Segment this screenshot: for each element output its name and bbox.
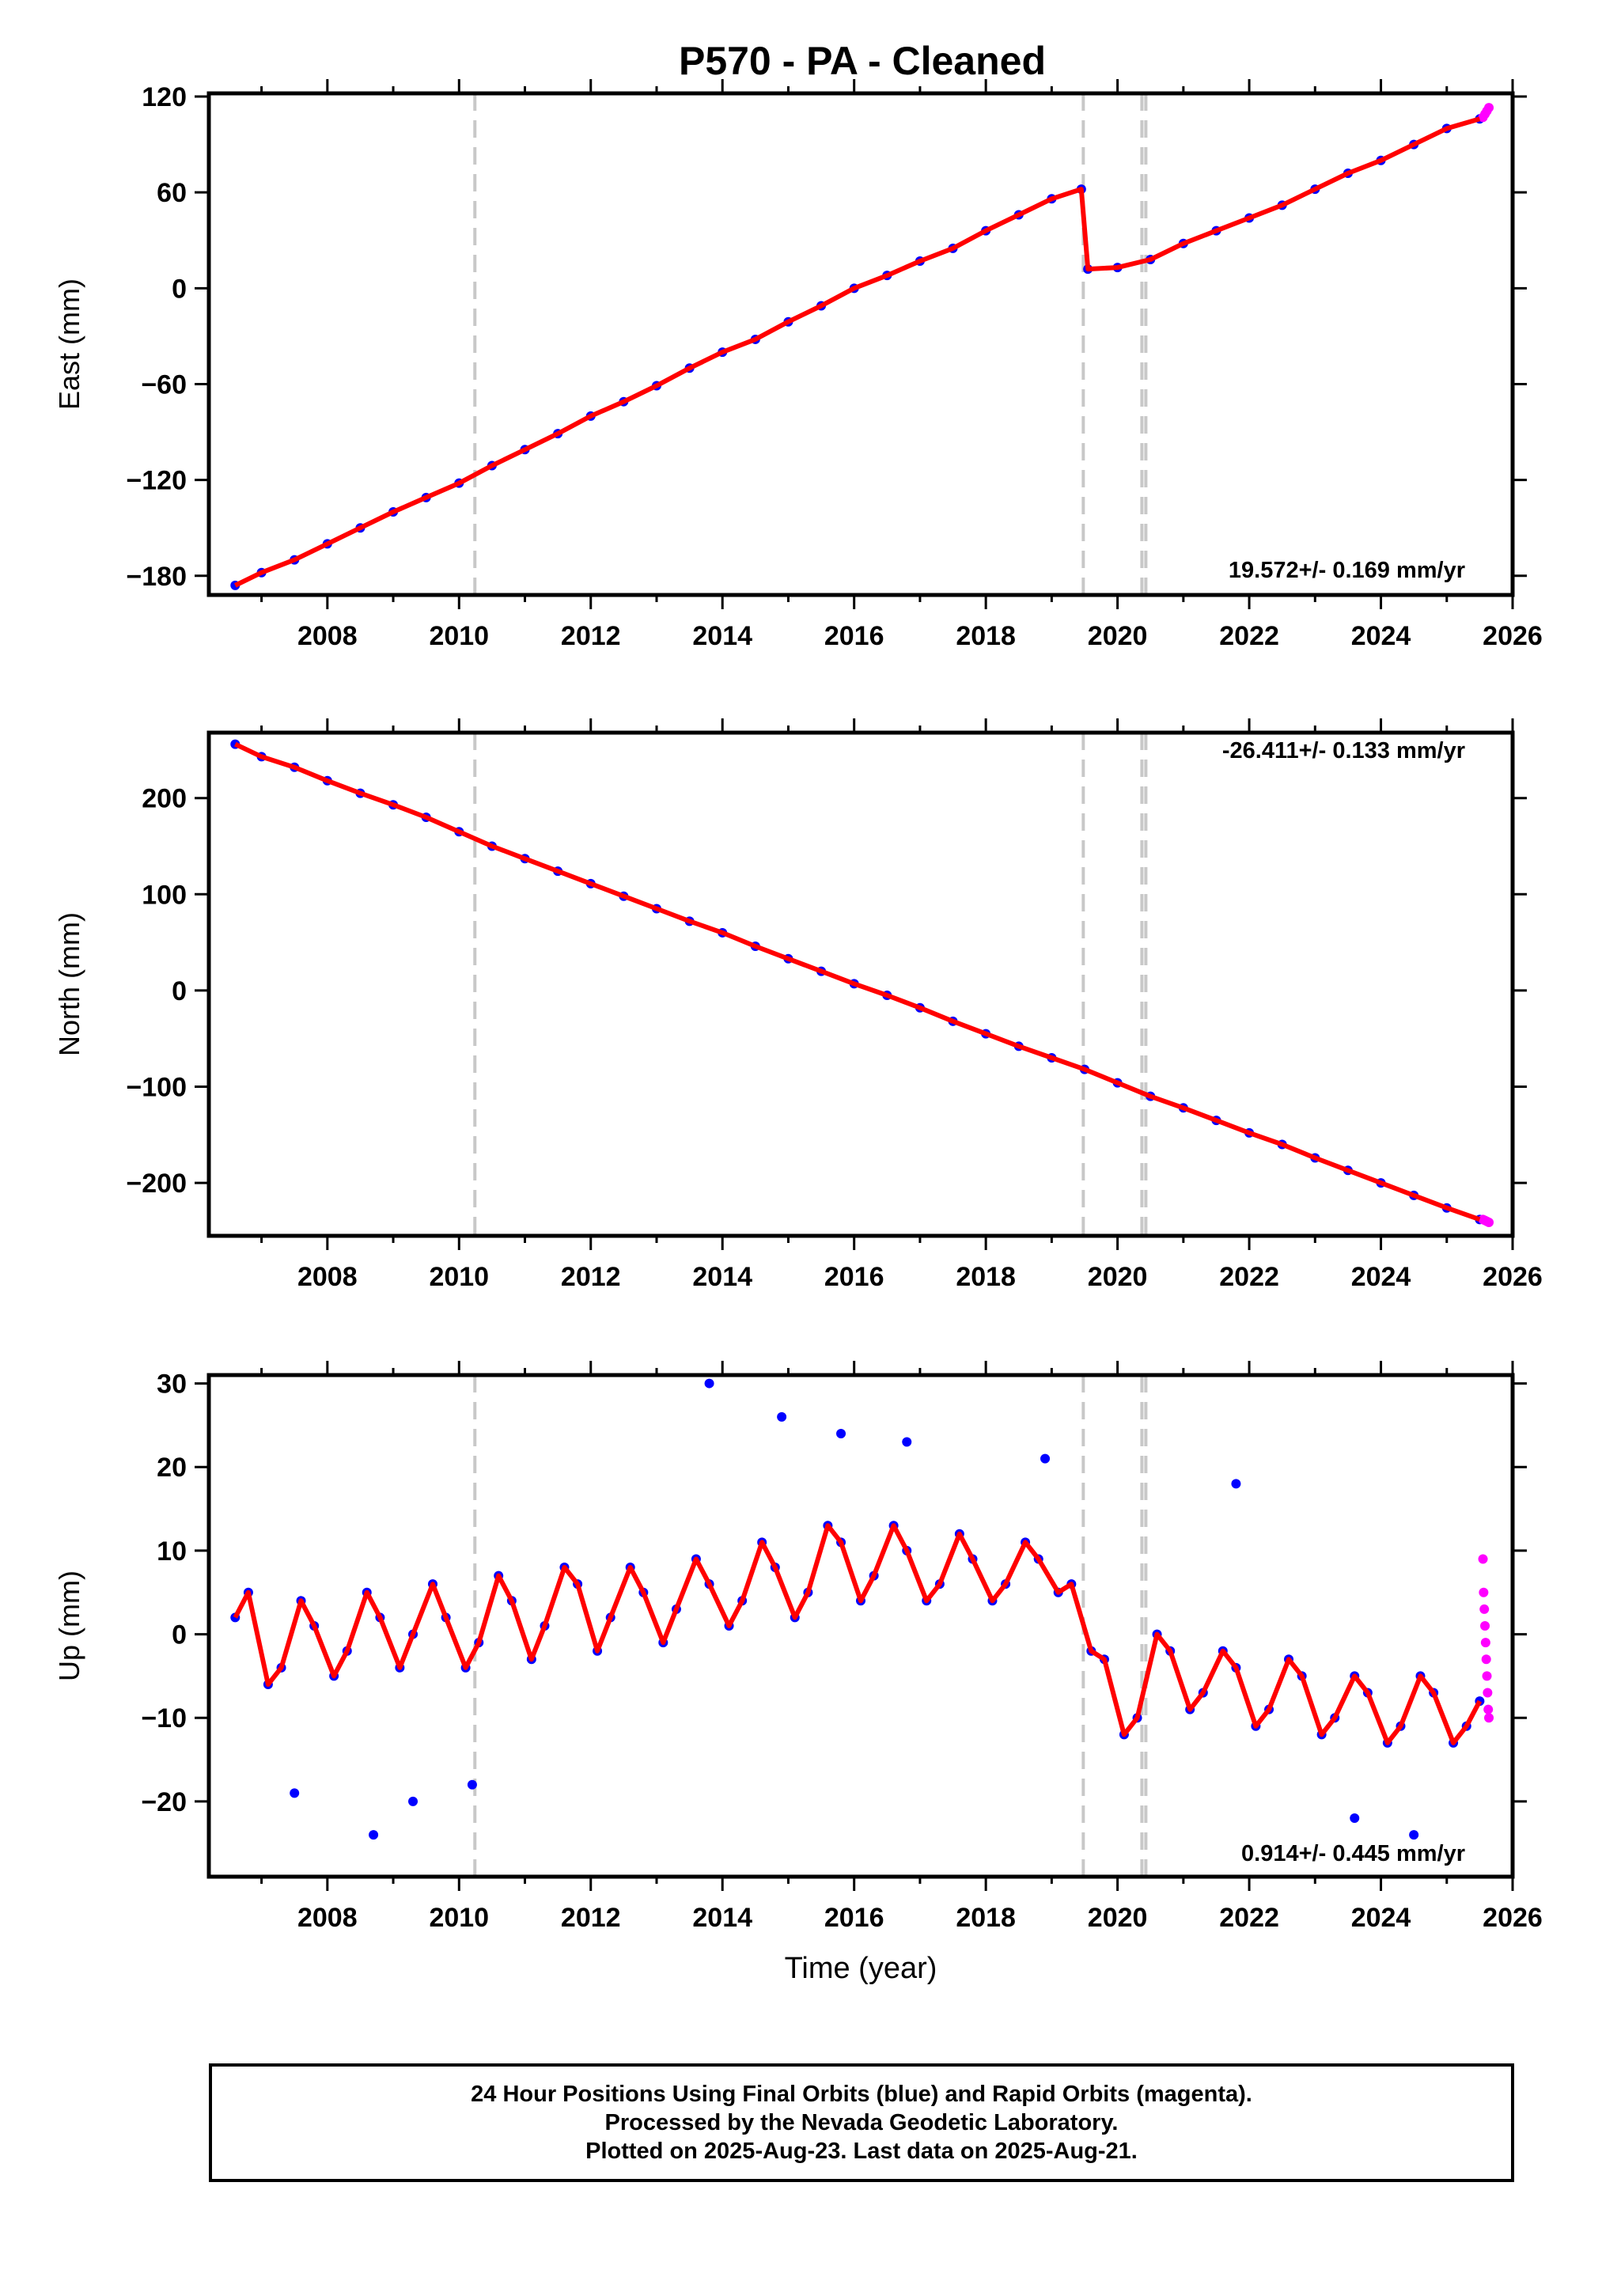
final-orbit-point [1409,1830,1419,1840]
x-tick-label: 2016 [824,1262,884,1292]
x-tick-label: 2010 [429,1903,489,1933]
y-tick-label: −200 [126,1169,187,1199]
x-tick-label: 2014 [692,1903,752,1933]
footer-caption-box: 24 Hour Positions Using Final Orbits (bl… [209,2063,1514,2182]
rapid-orbit-point [1484,1217,1494,1227]
final-orbit-point [408,1796,418,1806]
x-tick-label: 2022 [1219,621,1279,651]
rate-annotation: 0.914+/- 0.445 mm/yr [1241,1841,1465,1866]
x-tick-label: 2014 [692,1262,752,1292]
x-tick-label: 2018 [956,621,1016,651]
x-tick-label: 2012 [561,1903,621,1933]
x-tick-label: 2010 [429,1262,489,1292]
y-axis-label: Up (mm) [53,1570,85,1681]
y-tick-label: 0 [172,274,187,304]
model-fit-line [233,1523,1483,1745]
y-tick-label: 120 [142,82,187,112]
y-tick-label: 0 [172,976,187,1006]
x-tick-label: 2026 [1483,1903,1543,1933]
x-tick-label: 2016 [824,1903,884,1933]
y-tick-label: 0 [172,1620,187,1650]
model-fit-line [233,116,1481,588]
rate-annotation: -26.411+/- 0.133 mm/yr [1222,738,1465,763]
final-orbit-point [1350,1813,1360,1824]
rapid-orbit-point [1483,1688,1493,1698]
x-tick-label: 2024 [1351,1262,1411,1292]
rapid-orbit-point [1484,103,1494,113]
x-tick-label: 2014 [692,621,752,651]
x-tick-label: 2008 [297,1903,358,1933]
x-tick-label: 2022 [1219,1903,1279,1933]
x-tick-label: 2016 [824,621,884,651]
x-tick-label: 2012 [561,621,621,651]
final-orbit-point [290,1788,300,1798]
rapid-orbit-point [1483,1704,1494,1714]
x-tick-label: 2020 [1088,621,1148,651]
y-tick-label: −180 [126,562,187,592]
x-tick-label: 2010 [429,621,489,651]
final-orbit-point [902,1437,912,1447]
footer-line-1: 24 Hour Positions Using Final Orbits (bl… [471,2082,1252,2107]
x-axis-label: Time (year) [785,1952,937,1985]
final-orbit-point [1040,1453,1051,1464]
rapid-orbit-point [1478,1554,1488,1564]
x-tick-label: 2024 [1351,621,1411,651]
y-tick-label: −10 [141,1703,187,1733]
rapid-orbit-point [1479,1587,1489,1597]
y-tick-label: −60 [141,369,187,400]
plot-frame [206,1373,1515,1879]
final-orbit-point [467,1779,477,1790]
plot-frame [206,730,1515,1238]
y-tick-label: 10 [157,1536,187,1567]
y-axis-label: North (mm) [53,912,85,1056]
plot-frame [206,91,1515,597]
rapid-orbit-point [1484,1713,1494,1723]
final-orbit-point [369,1830,379,1840]
x-tick-label: 2008 [297,621,358,651]
x-tick-label: 2008 [297,1262,358,1292]
y-tick-label: −120 [126,466,187,496]
y-axis-label: East (mm) [53,278,85,410]
x-tick-label: 2018 [956,1262,1016,1292]
y-tick-label: 100 [142,880,187,910]
rapid-orbit-point [1479,1604,1490,1614]
up-panel: 2008 2010 2012 2014 2016 2018 2020 2022 2024 2026… [53,1361,1543,1985]
footer-line-2: Processed by the Nevada Geodetic Laborat… [604,2110,1119,2135]
final-orbit-point [704,1378,714,1389]
final-orbit-point [777,1411,787,1422]
x-tick-label: 2012 [561,1262,621,1292]
chart-title: P570 - PA - Cleaned [679,39,1046,83]
rapid-orbit-point [1482,1671,1492,1681]
y-tick-label: 60 [157,178,187,208]
y-tick-label: 200 [142,784,187,814]
x-tick-label: 2018 [956,1903,1016,1933]
rapid-orbit-point [1481,1654,1491,1665]
footer-line-3: Plotted on 2025-Aug-23. Last data on 202… [585,2139,1138,2164]
x-tick-label: 2026 [1483,621,1543,651]
east-panel: 2008 2010 2012 2014 2016 2018 2020 2022 2024 2026… [53,79,1543,651]
y-tick-label: −20 [141,1787,187,1817]
north-panel: 2008 2010 2012 2014 2016 2018 2020 2022 2024 2026… [53,718,1543,1292]
model-fit-line [234,741,1481,1222]
x-tick-label: 2020 [1088,1903,1148,1933]
x-tick-label: 2022 [1219,1262,1279,1292]
x-tick-label: 2020 [1088,1262,1148,1292]
rapid-orbit-point [1480,1621,1490,1631]
final-orbit-point [836,1428,846,1438]
y-tick-label: −100 [126,1073,187,1103]
rate-annotation: 19.572+/- 0.169 mm/yr [1229,558,1465,583]
x-tick-label: 2026 [1483,1262,1543,1292]
y-tick-label: 30 [157,1370,187,1400]
final-orbit-point [1231,1479,1241,1489]
rapid-orbit-point [1480,1638,1490,1648]
y-tick-label: 20 [157,1453,187,1483]
x-tick-label: 2024 [1351,1903,1411,1933]
